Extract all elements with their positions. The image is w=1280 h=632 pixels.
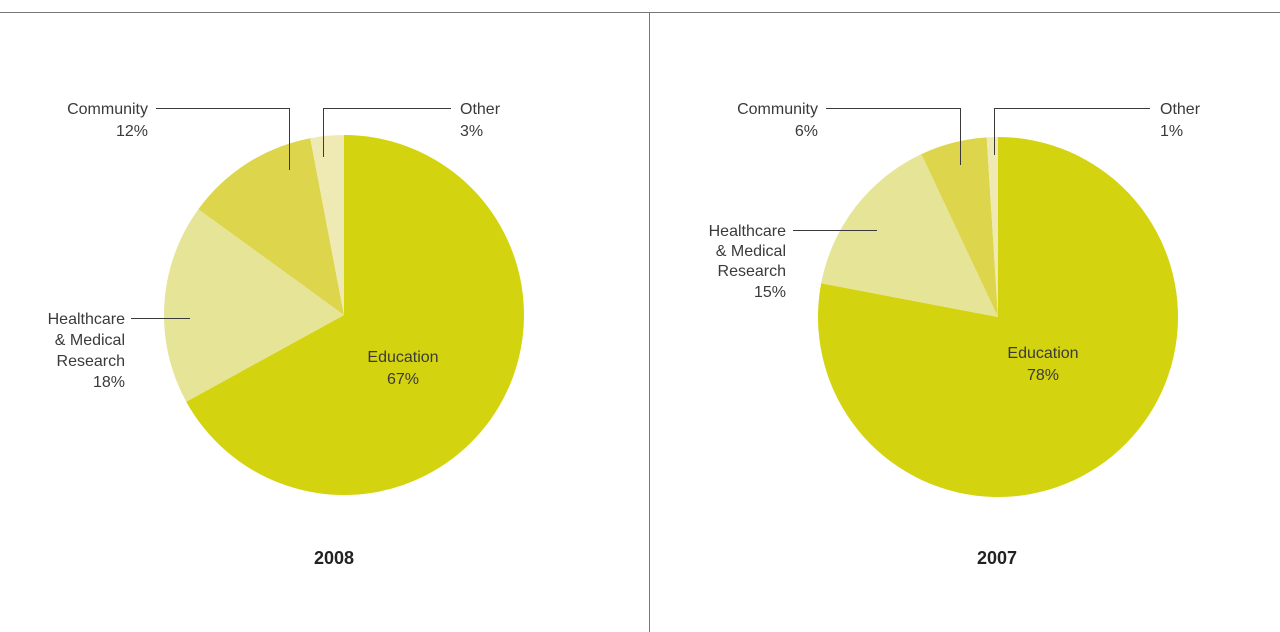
label-line: 6% [795, 123, 818, 140]
pie-slice-community-2008 [198, 138, 344, 315]
label-line: Other [1160, 101, 1201, 118]
label-line: Community [67, 101, 148, 118]
label-line: 67% [387, 371, 419, 388]
leader-line [156, 108, 290, 170]
label-line: 3% [460, 123, 483, 140]
label-line: Research [57, 353, 125, 370]
label-line: 1% [1160, 123, 1183, 140]
slice-label-community-2007: Community 6% [737, 101, 961, 165]
leader-line [826, 108, 961, 165]
label-line: & Medical [55, 332, 125, 349]
label-line: Research [718, 263, 786, 280]
pie-slice-other-2007 [986, 137, 998, 317]
pie-chart-2007: Education 78% Healthcare & Medical Resea… [709, 101, 1201, 568]
label-line: 12% [116, 123, 148, 140]
label-line: Community [737, 101, 818, 118]
pie-slices-2007 [818, 137, 1179, 498]
pie-slice-other-2008 [310, 135, 344, 315]
label-line: Other [460, 101, 501, 118]
chart-title-2007: 2007 [977, 548, 1017, 568]
pie-slice-education-2008 [186, 135, 524, 495]
label-line: & Medical [716, 243, 786, 260]
slice-label-healthcare-2007: Healthcare & Medical Research 15% [709, 223, 877, 301]
label-line: 15% [754, 284, 786, 301]
chart-title-2008: 2008 [314, 548, 354, 568]
pie-slice-healthcare-2007 [821, 154, 998, 317]
label-line: Healthcare [48, 311, 125, 328]
leader-line [994, 108, 1150, 155]
pie-slice-healthcare-2008 [163, 209, 344, 402]
slice-label-education-2007: Education 78% [1007, 345, 1078, 384]
slice-label-healthcare-2008: Healthcare & Medical Research 18% [48, 311, 190, 391]
slice-label-other-2008: Other 3% [323, 101, 501, 157]
pie-slice-community-2007 [921, 137, 998, 317]
leader-line [323, 108, 451, 157]
label-line: 78% [1027, 367, 1059, 384]
label-line: Education [1007, 345, 1078, 362]
slice-label-other-2007: Other 1% [994, 101, 1201, 155]
pie-slice-education-2007 [818, 137, 1179, 498]
label-line: Education [367, 349, 438, 366]
pie-chart-2008: Education 67% Healthcare & Medical Resea… [48, 101, 524, 568]
label-line: 18% [93, 374, 125, 391]
label-line: Healthcare [709, 223, 786, 240]
slice-label-education-2008: Education 67% [367, 349, 438, 388]
slice-label-community-2008: Community 12% [67, 101, 290, 170]
pie-slices-2008 [163, 135, 524, 495]
